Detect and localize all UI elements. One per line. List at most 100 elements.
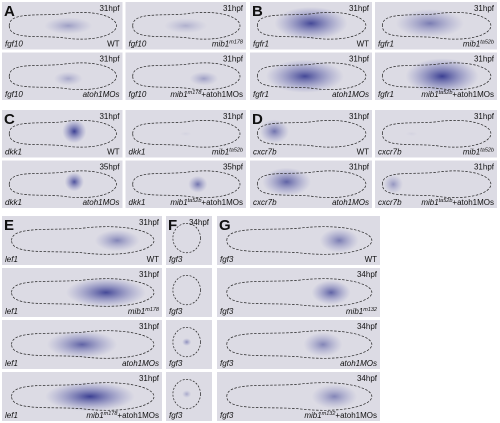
genotype-main: atoh1MOs: [332, 90, 369, 99]
panel-letter: C: [4, 111, 15, 128]
gene-label: fgfr1: [378, 40, 394, 49]
tile-background: [125, 52, 246, 100]
gene-label: fgfr1: [253, 90, 269, 99]
genotype-allele: ta52b: [480, 148, 494, 154]
outline: [256, 12, 367, 40]
genotype-label: mib1m178+atoh1MOs: [170, 90, 243, 99]
image-tile: lef1 31hpf mib1m178: [2, 268, 162, 317]
stain: [311, 384, 358, 409]
image-tile: fgf10 31hpf atoh1MOs: [2, 52, 123, 100]
stain: [262, 167, 311, 197]
stage-label: 31hpf: [139, 218, 160, 227]
genotype-main: mib1: [304, 411, 321, 420]
genotype-label: mib1ta52b+atoh1MOs: [170, 198, 243, 207]
gene-label: cxcr7b: [378, 148, 402, 157]
stain: [395, 9, 465, 38]
stain: [383, 174, 404, 194]
panel-letter: D: [252, 111, 263, 128]
gene-label: fgf10: [5, 40, 23, 49]
image-tile: cxcr7b 31hpf mib1ta52b: [375, 110, 497, 158]
gene-label: fgf10: [129, 40, 147, 49]
outline: [11, 330, 155, 359]
panel: fgf3 34hpf fgf3 fgf3 fgf3 F: [166, 216, 212, 421]
genotype-main: mib1: [346, 307, 363, 316]
outline: [256, 62, 367, 90]
outline: [132, 62, 241, 90]
gene-label: cxcr7b: [253, 148, 277, 157]
stage-label: 31hpf: [223, 4, 244, 13]
panel-letter: G: [219, 217, 231, 234]
gene-label: fgf3: [220, 255, 234, 264]
genotype-main: mib1: [128, 307, 145, 316]
stain: [182, 390, 192, 398]
gene-label: fgf3: [220, 359, 234, 368]
genotype-main: mib1: [170, 198, 187, 207]
genotype-allele: m178: [229, 40, 244, 46]
genotype-label: atoh1MOs: [83, 198, 120, 207]
genotype-label: mib1m178: [128, 307, 160, 316]
panel: fgf3 WTfgf334hpfmib1m132fgf334hpfatoh1MOs…: [217, 216, 380, 421]
stage-label: 31hpf: [99, 112, 120, 121]
genotype-allele: ta52b: [480, 40, 494, 46]
stage-label: 31hpf: [474, 163, 495, 172]
genotype-suffix: +atoh1MOs: [201, 90, 243, 99]
stage-label: 31hpf: [139, 322, 160, 331]
panel-letter: A: [4, 3, 15, 20]
genotype-main: mib1: [463, 148, 480, 157]
tile-background: [125, 160, 246, 208]
stage-label: 31hpf: [223, 55, 244, 64]
genotype-suffix: +atoh1MOs: [201, 198, 243, 207]
image-tile: fgfr1 31hpf WT: [250, 2, 372, 50]
outline: [172, 378, 201, 410]
stage-label: 31hpf: [99, 55, 120, 64]
gene-label: lef1: [5, 307, 18, 316]
outline: [11, 226, 155, 255]
outline: [172, 274, 201, 306]
gene-label: dkk1: [5, 148, 22, 157]
stain: [405, 131, 418, 137]
gene-label: fgf3: [169, 307, 183, 316]
genotype-main: mib1: [170, 90, 187, 99]
image-tile: cxcr7b 31hpf atoh1MOs: [250, 160, 372, 208]
stain: [303, 332, 343, 357]
image-tile: dkk1 35hpf mib1ta52b+atoh1MOs: [125, 160, 246, 208]
outline: [226, 382, 373, 411]
image-tile: fgf3 34hpf mib1m132+atoh1MOs: [217, 372, 380, 421]
genotype-label: mib1ta52b+atoh1MOs: [421, 198, 494, 207]
image-tile: fgf3 WT: [217, 216, 380, 265]
genotype-label: mib1ta52b: [212, 148, 243, 157]
genotype-label: atoh1MOs: [122, 359, 159, 368]
genotype-label: mib1m132: [346, 307, 377, 316]
genotype-main: atoh1MOs: [332, 198, 369, 207]
gene-label: fgf10: [5, 90, 23, 99]
stage-label: 35hpf: [223, 163, 244, 172]
genotype-allele: m178: [104, 411, 119, 417]
stain: [265, 59, 344, 93]
stage-label: 31hpf: [474, 112, 495, 121]
outline: [11, 278, 155, 307]
image-tile: fgf10 31hpf mib1m178: [125, 2, 246, 50]
genotype-main: mib1: [212, 148, 229, 157]
outline: [132, 170, 241, 198]
genotype-allele: ta52b: [229, 148, 243, 154]
stain: [182, 338, 192, 346]
genotype-allele: ta52b: [439, 90, 453, 96]
genotype-allele: m132: [322, 411, 336, 417]
gene-label: cxcr7b: [378, 198, 402, 207]
image-tile: fgf3: [166, 372, 212, 421]
genotype-suffix: +atoh1MOs: [452, 90, 494, 99]
genotype-label: WT: [365, 255, 378, 264]
stain: [62, 119, 87, 144]
outline: [8, 120, 117, 148]
tile-background: [217, 320, 380, 369]
stain: [179, 131, 192, 137]
tile-background: [217, 268, 380, 317]
stage-label: 31hpf: [223, 112, 244, 121]
stage-label: 31hpf: [349, 112, 370, 121]
tile-background: [166, 216, 212, 265]
genotype-main: WT: [107, 148, 120, 157]
stage-label: 31hpf: [99, 4, 120, 13]
genotype-label: mib1m178+atoh1MOs: [86, 411, 159, 420]
